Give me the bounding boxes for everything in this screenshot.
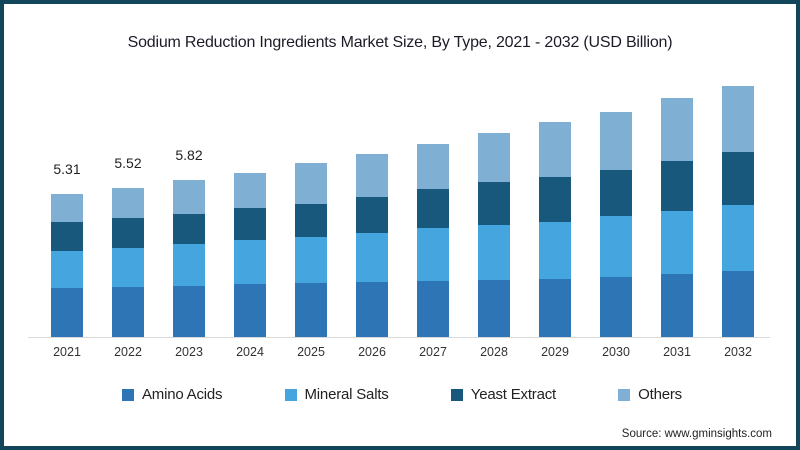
bar-segment-mineral-salts-2026	[356, 232, 388, 282]
bar-segment-yeast-extract-2026	[356, 196, 388, 233]
legend-label-others: Others	[638, 386, 682, 403]
bar-segment-others-2028	[478, 133, 510, 183]
bar-segment-amino-acids-2023	[173, 286, 205, 337]
bar-segment-yeast-extract-2021	[51, 222, 83, 252]
bar-segment-amino-acids-2029	[539, 278, 571, 337]
legend-swatch-yeast-extract	[450, 388, 463, 401]
legend-item-mineral-salts: Mineral Salts	[284, 386, 389, 403]
x-tick-2022: 2022	[114, 345, 142, 359]
x-tick-2029: 2029	[541, 345, 569, 359]
x-tick-2032: 2032	[724, 345, 752, 359]
legend-item-yeast-extract: Yeast Extract	[450, 386, 556, 403]
bar-2024	[234, 172, 266, 337]
legend-label-amino-acids: Amino Acids	[142, 386, 223, 403]
bar-segment-amino-acids-2025	[295, 283, 327, 337]
bar-segment-mineral-salts-2025	[295, 237, 327, 284]
bar-segment-yeast-extract-2031	[661, 160, 693, 211]
bar-segment-others-2031	[661, 98, 693, 161]
bar-2026	[356, 153, 388, 337]
bar-segment-amino-acids-2031	[661, 274, 693, 337]
bar-2027	[417, 143, 449, 337]
x-tick-2021: 2021	[53, 345, 81, 359]
bar-segment-yeast-extract-2029	[539, 176, 571, 223]
total-label-2022: 5.52	[114, 155, 142, 172]
x-tick-2027: 2027	[419, 345, 447, 359]
bar-segment-yeast-extract-2030	[600, 169, 632, 217]
x-tick-2030: 2030	[602, 345, 630, 359]
bar-2025	[295, 163, 327, 337]
legend-swatch-mineral-salts	[284, 388, 297, 401]
bar-segment-mineral-salts-2032	[722, 204, 754, 271]
bar-segment-others-2032	[722, 85, 754, 152]
x-axis-line	[28, 337, 770, 338]
bar-segment-amino-acids-2027	[417, 280, 449, 337]
source-text: Source: www.gminsights.com	[621, 428, 772, 440]
legend-item-others: Others	[618, 386, 682, 403]
total-label-2021: 5.31	[53, 160, 81, 177]
bar-segment-mineral-salts-2030	[600, 216, 632, 277]
bar-segment-amino-acids-2021	[51, 287, 83, 337]
plot-area: 5.31 5.52 5.82	[4, 4, 796, 338]
legend-swatch-others	[618, 388, 631, 401]
bar-segment-mineral-salts-2029	[539, 222, 571, 279]
legend-swatch-amino-acids	[122, 388, 134, 401]
legend: Amino Acids Mineral Salts Yeast Extract Oth…	[122, 386, 682, 403]
bar-2031	[661, 98, 693, 337]
bar-segment-mineral-salts-2028	[478, 224, 510, 280]
bar-segment-mineral-salts-2023	[173, 244, 205, 287]
bar-2028	[478, 133, 510, 337]
bar-segment-yeast-extract-2024	[234, 208, 266, 241]
bar-segment-mineral-salts-2024	[234, 240, 266, 285]
bar-2030	[600, 111, 632, 337]
bar-segment-others-2027	[417, 143, 449, 189]
bar-segment-yeast-extract-2023	[173, 213, 205, 245]
bar-segment-amino-acids-2032	[722, 270, 754, 337]
bar-segment-others-2024	[234, 172, 266, 209]
bar-2023: 5.82	[173, 148, 205, 337]
bar-segment-yeast-extract-2028	[478, 182, 510, 225]
bar-segment-others-2029	[539, 122, 571, 177]
bar-segment-amino-acids-2026	[356, 281, 388, 337]
bar-segment-mineral-salts-2031	[661, 210, 693, 275]
x-tick-2024: 2024	[236, 345, 264, 359]
x-tick-2026: 2026	[358, 345, 386, 359]
bar-segment-yeast-extract-2022	[112, 218, 144, 249]
bar-segment-others-2025	[295, 163, 327, 204]
bar-2029	[539, 122, 571, 337]
bar-2021: 5.31	[51, 162, 83, 337]
bar-segment-mineral-salts-2022	[112, 248, 144, 288]
bar-segment-others-2021	[51, 193, 83, 223]
bar-segment-mineral-salts-2027	[417, 228, 449, 281]
x-tick-2025: 2025	[297, 345, 325, 359]
bar-segment-amino-acids-2024	[234, 284, 266, 337]
bar-segment-others-2023	[173, 179, 205, 214]
total-label-2023: 5.82	[175, 146, 203, 163]
chart-title: Sodium Reduction Ingredients Market Size…	[127, 34, 673, 51]
bar-segment-yeast-extract-2027	[417, 188, 449, 229]
legend-label-yeast-extract: Yeast Extract	[470, 386, 556, 403]
bar-segment-yeast-extract-2025	[295, 203, 327, 238]
bar-segment-amino-acids-2028	[478, 279, 510, 337]
bar-2032	[722, 85, 754, 337]
bar-segment-yeast-extract-2032	[722, 151, 754, 205]
x-tick-2023: 2023	[175, 345, 203, 359]
bar-segment-others-2030	[600, 111, 632, 170]
bar-segment-others-2022	[112, 188, 144, 219]
bar-segment-amino-acids-2022	[112, 287, 144, 337]
bar-segment-others-2026	[356, 153, 388, 197]
x-tick-2031: 2031	[663, 345, 691, 359]
bar-segment-mineral-salts-2021	[51, 251, 83, 288]
legend-label-mineral-salts: Mineral Salts	[304, 386, 389, 403]
x-tick-2028: 2028	[480, 345, 508, 359]
bar-segment-amino-acids-2030	[600, 276, 632, 337]
bar-2022: 5.52	[112, 156, 144, 337]
legend-item-amino-acids: Amino Acids	[122, 386, 223, 403]
